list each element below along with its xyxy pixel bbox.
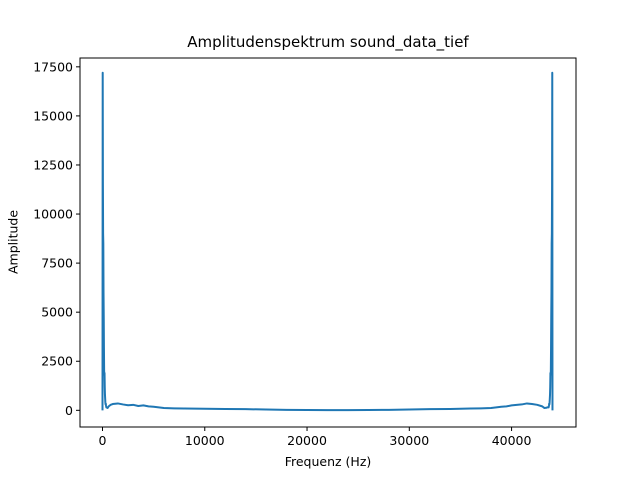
y-tick-label: 12500 [33, 157, 73, 172]
x-tick-label: 30000 [389, 433, 429, 448]
y-tick-label: 17500 [33, 59, 73, 74]
y-tick-label: 10000 [33, 207, 73, 222]
x-axis-label: Frequenz (Hz) [284, 454, 372, 469]
series-layer [101, 71, 554, 412]
y-axis-label: Amplitude [5, 209, 21, 275]
y-tick-label: 5000 [41, 305, 73, 320]
x-tick-label: 0 [99, 433, 107, 448]
y-tick-label: 2500 [41, 354, 73, 369]
x-tick-label: 20000 [287, 433, 327, 448]
axes-frame [79, 57, 577, 428]
spectrum-line [101, 71, 554, 412]
x-tick-label: 40000 [492, 433, 532, 448]
y-tick-label: 0 [65, 403, 73, 418]
chart-title: Amplitudenspektrum sound_data_tief [187, 33, 469, 51]
x-tick-label: 10000 [185, 433, 225, 448]
y-tick-label: 15000 [33, 108, 73, 123]
ticks-layer: 0 10000 20000 30000 40000 0 2500 5000 7500 10000 1… [33, 59, 531, 448]
y-tick-label: 7500 [41, 256, 73, 271]
